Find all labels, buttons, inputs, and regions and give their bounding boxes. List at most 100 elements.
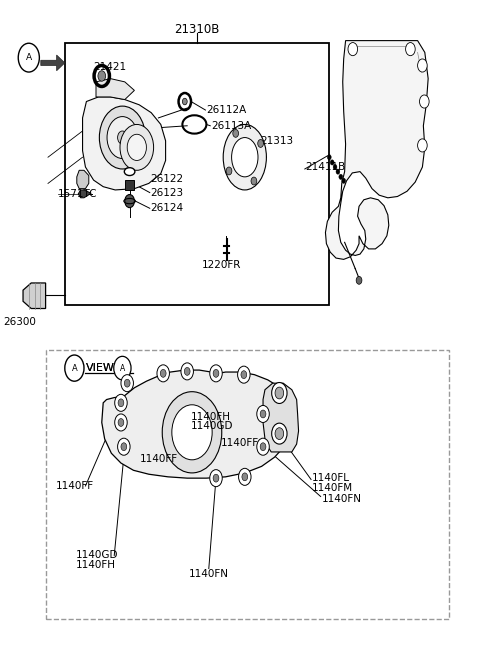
Circle shape (239, 468, 251, 485)
Circle shape (339, 174, 343, 179)
Circle shape (118, 399, 124, 407)
Text: 1140FL: 1140FL (312, 473, 350, 483)
Text: 1140FN: 1140FN (322, 494, 361, 504)
Circle shape (125, 195, 134, 208)
Circle shape (336, 169, 340, 174)
Text: A: A (120, 364, 125, 373)
Text: 1140FF: 1140FF (140, 453, 178, 464)
Circle shape (213, 369, 219, 377)
Circle shape (258, 140, 264, 147)
Circle shape (115, 414, 127, 431)
Circle shape (418, 59, 427, 72)
Circle shape (420, 95, 429, 108)
Circle shape (157, 365, 169, 382)
Circle shape (160, 369, 166, 377)
Text: 1140FM: 1140FM (312, 483, 353, 493)
Circle shape (233, 130, 239, 138)
Circle shape (18, 43, 39, 72)
Circle shape (260, 443, 266, 451)
Ellipse shape (223, 124, 266, 190)
Text: A: A (72, 364, 77, 373)
Text: 1140GD: 1140GD (76, 550, 119, 561)
Text: 26300: 26300 (3, 317, 36, 328)
Text: 21310B: 21310B (174, 23, 219, 36)
Text: 21411B: 21411B (305, 162, 345, 172)
Polygon shape (83, 97, 166, 190)
Circle shape (121, 443, 127, 451)
Circle shape (121, 375, 133, 392)
Text: 1140FF: 1140FF (56, 481, 94, 491)
Polygon shape (102, 370, 293, 478)
Circle shape (275, 428, 284, 440)
Circle shape (257, 405, 269, 422)
Circle shape (120, 124, 154, 170)
Polygon shape (23, 283, 46, 309)
Circle shape (118, 419, 124, 426)
Circle shape (333, 164, 337, 170)
Circle shape (172, 405, 212, 460)
Text: 1140FH: 1140FH (191, 411, 230, 422)
Text: 1140FN: 1140FN (189, 569, 229, 580)
Circle shape (238, 366, 250, 383)
Circle shape (181, 363, 193, 380)
Circle shape (348, 43, 358, 56)
Circle shape (226, 167, 232, 175)
Bar (65, 43, 329, 305)
Circle shape (162, 392, 222, 473)
Circle shape (251, 177, 257, 185)
Circle shape (114, 356, 131, 380)
Text: 26123: 26123 (151, 187, 184, 198)
Circle shape (184, 367, 190, 375)
Circle shape (124, 379, 130, 387)
Circle shape (182, 98, 187, 105)
Text: 26122: 26122 (151, 174, 184, 184)
Bar (46, 350, 449, 619)
Circle shape (257, 438, 269, 455)
Circle shape (98, 71, 106, 81)
Text: VIEW: VIEW (86, 363, 115, 373)
Circle shape (330, 160, 334, 165)
Circle shape (272, 383, 287, 403)
Circle shape (210, 470, 222, 487)
Text: 21421: 21421 (94, 62, 127, 73)
Polygon shape (325, 41, 428, 259)
Text: 21313: 21313 (260, 136, 293, 146)
Circle shape (342, 178, 346, 183)
Text: 1571TC: 1571TC (58, 189, 97, 199)
Circle shape (406, 43, 415, 56)
Ellipse shape (124, 168, 135, 176)
Circle shape (418, 139, 427, 152)
Circle shape (210, 365, 222, 382)
Circle shape (118, 438, 130, 455)
Polygon shape (78, 190, 91, 198)
Circle shape (356, 276, 362, 284)
Circle shape (99, 106, 145, 169)
Polygon shape (96, 79, 134, 100)
Circle shape (242, 473, 248, 481)
Text: 26124: 26124 (151, 203, 184, 214)
Polygon shape (263, 383, 299, 452)
Circle shape (327, 155, 331, 160)
Circle shape (118, 131, 127, 144)
Bar (125, 180, 134, 190)
Text: 1220FR: 1220FR (202, 260, 241, 271)
Ellipse shape (232, 138, 258, 177)
Text: 26113A: 26113A (211, 121, 252, 131)
Circle shape (275, 387, 284, 399)
Circle shape (213, 474, 219, 482)
Circle shape (65, 355, 84, 381)
Text: 26112A: 26112A (206, 105, 247, 115)
Text: 1140FF: 1140FF (221, 438, 259, 448)
Polygon shape (41, 55, 65, 71)
Circle shape (241, 371, 247, 379)
Circle shape (115, 394, 127, 411)
Circle shape (127, 134, 146, 160)
Circle shape (107, 117, 138, 159)
Circle shape (272, 423, 287, 444)
Text: 1140GD: 1140GD (191, 421, 233, 432)
Text: 1140FH: 1140FH (76, 560, 116, 571)
Text: VIEW: VIEW (86, 363, 115, 373)
Circle shape (260, 410, 266, 418)
Polygon shape (77, 170, 89, 189)
Text: A: A (26, 53, 32, 62)
